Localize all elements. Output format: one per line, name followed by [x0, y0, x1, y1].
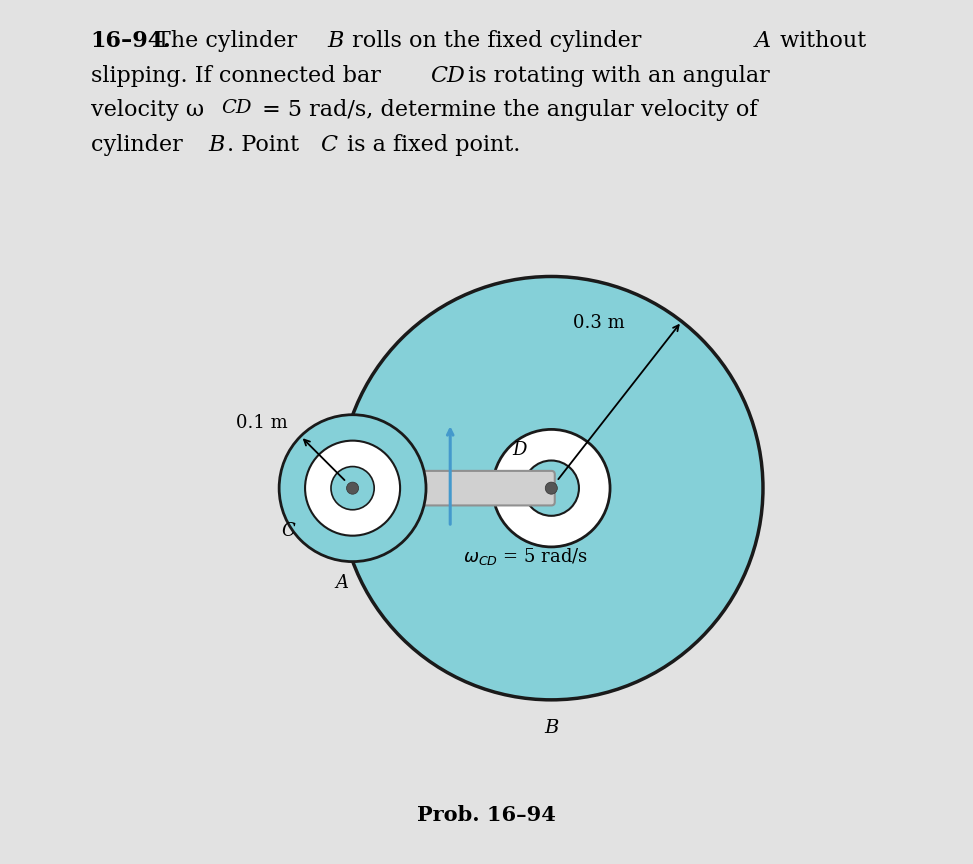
- Text: 0.3 m: 0.3 m: [573, 314, 625, 333]
- Circle shape: [279, 415, 426, 562]
- Text: The cylinder: The cylinder: [157, 30, 305, 52]
- Text: CD: CD: [221, 99, 252, 118]
- Circle shape: [340, 276, 763, 700]
- Text: C: C: [321, 134, 338, 156]
- Text: B: B: [544, 719, 559, 737]
- Text: cylinder: cylinder: [90, 134, 190, 156]
- Text: A: A: [336, 574, 348, 592]
- Text: CD: CD: [430, 65, 465, 86]
- Text: B: B: [208, 134, 225, 156]
- Circle shape: [523, 461, 579, 516]
- Text: A: A: [754, 30, 771, 52]
- Text: 0.1 m: 0.1 m: [235, 414, 288, 432]
- Circle shape: [331, 467, 375, 510]
- Circle shape: [492, 429, 610, 547]
- Circle shape: [346, 482, 359, 494]
- Text: velocity ω: velocity ω: [90, 99, 204, 121]
- Circle shape: [545, 482, 558, 494]
- Text: D: D: [513, 442, 526, 460]
- Text: is a fixed point.: is a fixed point.: [340, 134, 520, 156]
- Text: slipping. If connected bar: slipping. If connected bar: [90, 65, 388, 86]
- Text: $\omega_{CD}$ = 5 rad/s: $\omega_{CD}$ = 5 rad/s: [463, 545, 588, 567]
- Text: is rotating with an angular: is rotating with an angular: [460, 65, 770, 86]
- Text: = 5 rad/s, determine the angular velocity of: = 5 rad/s, determine the angular velocit…: [255, 99, 757, 121]
- FancyBboxPatch shape: [349, 471, 555, 505]
- Circle shape: [306, 441, 400, 536]
- Text: without: without: [774, 30, 867, 52]
- Text: . Point: . Point: [228, 134, 306, 156]
- Text: rolls on the fixed cylinder: rolls on the fixed cylinder: [344, 30, 648, 52]
- Text: C: C: [282, 522, 296, 540]
- Text: B: B: [328, 30, 343, 52]
- Text: Prob. 16–94: Prob. 16–94: [417, 805, 556, 825]
- Text: 16–94.: 16–94.: [90, 30, 171, 52]
